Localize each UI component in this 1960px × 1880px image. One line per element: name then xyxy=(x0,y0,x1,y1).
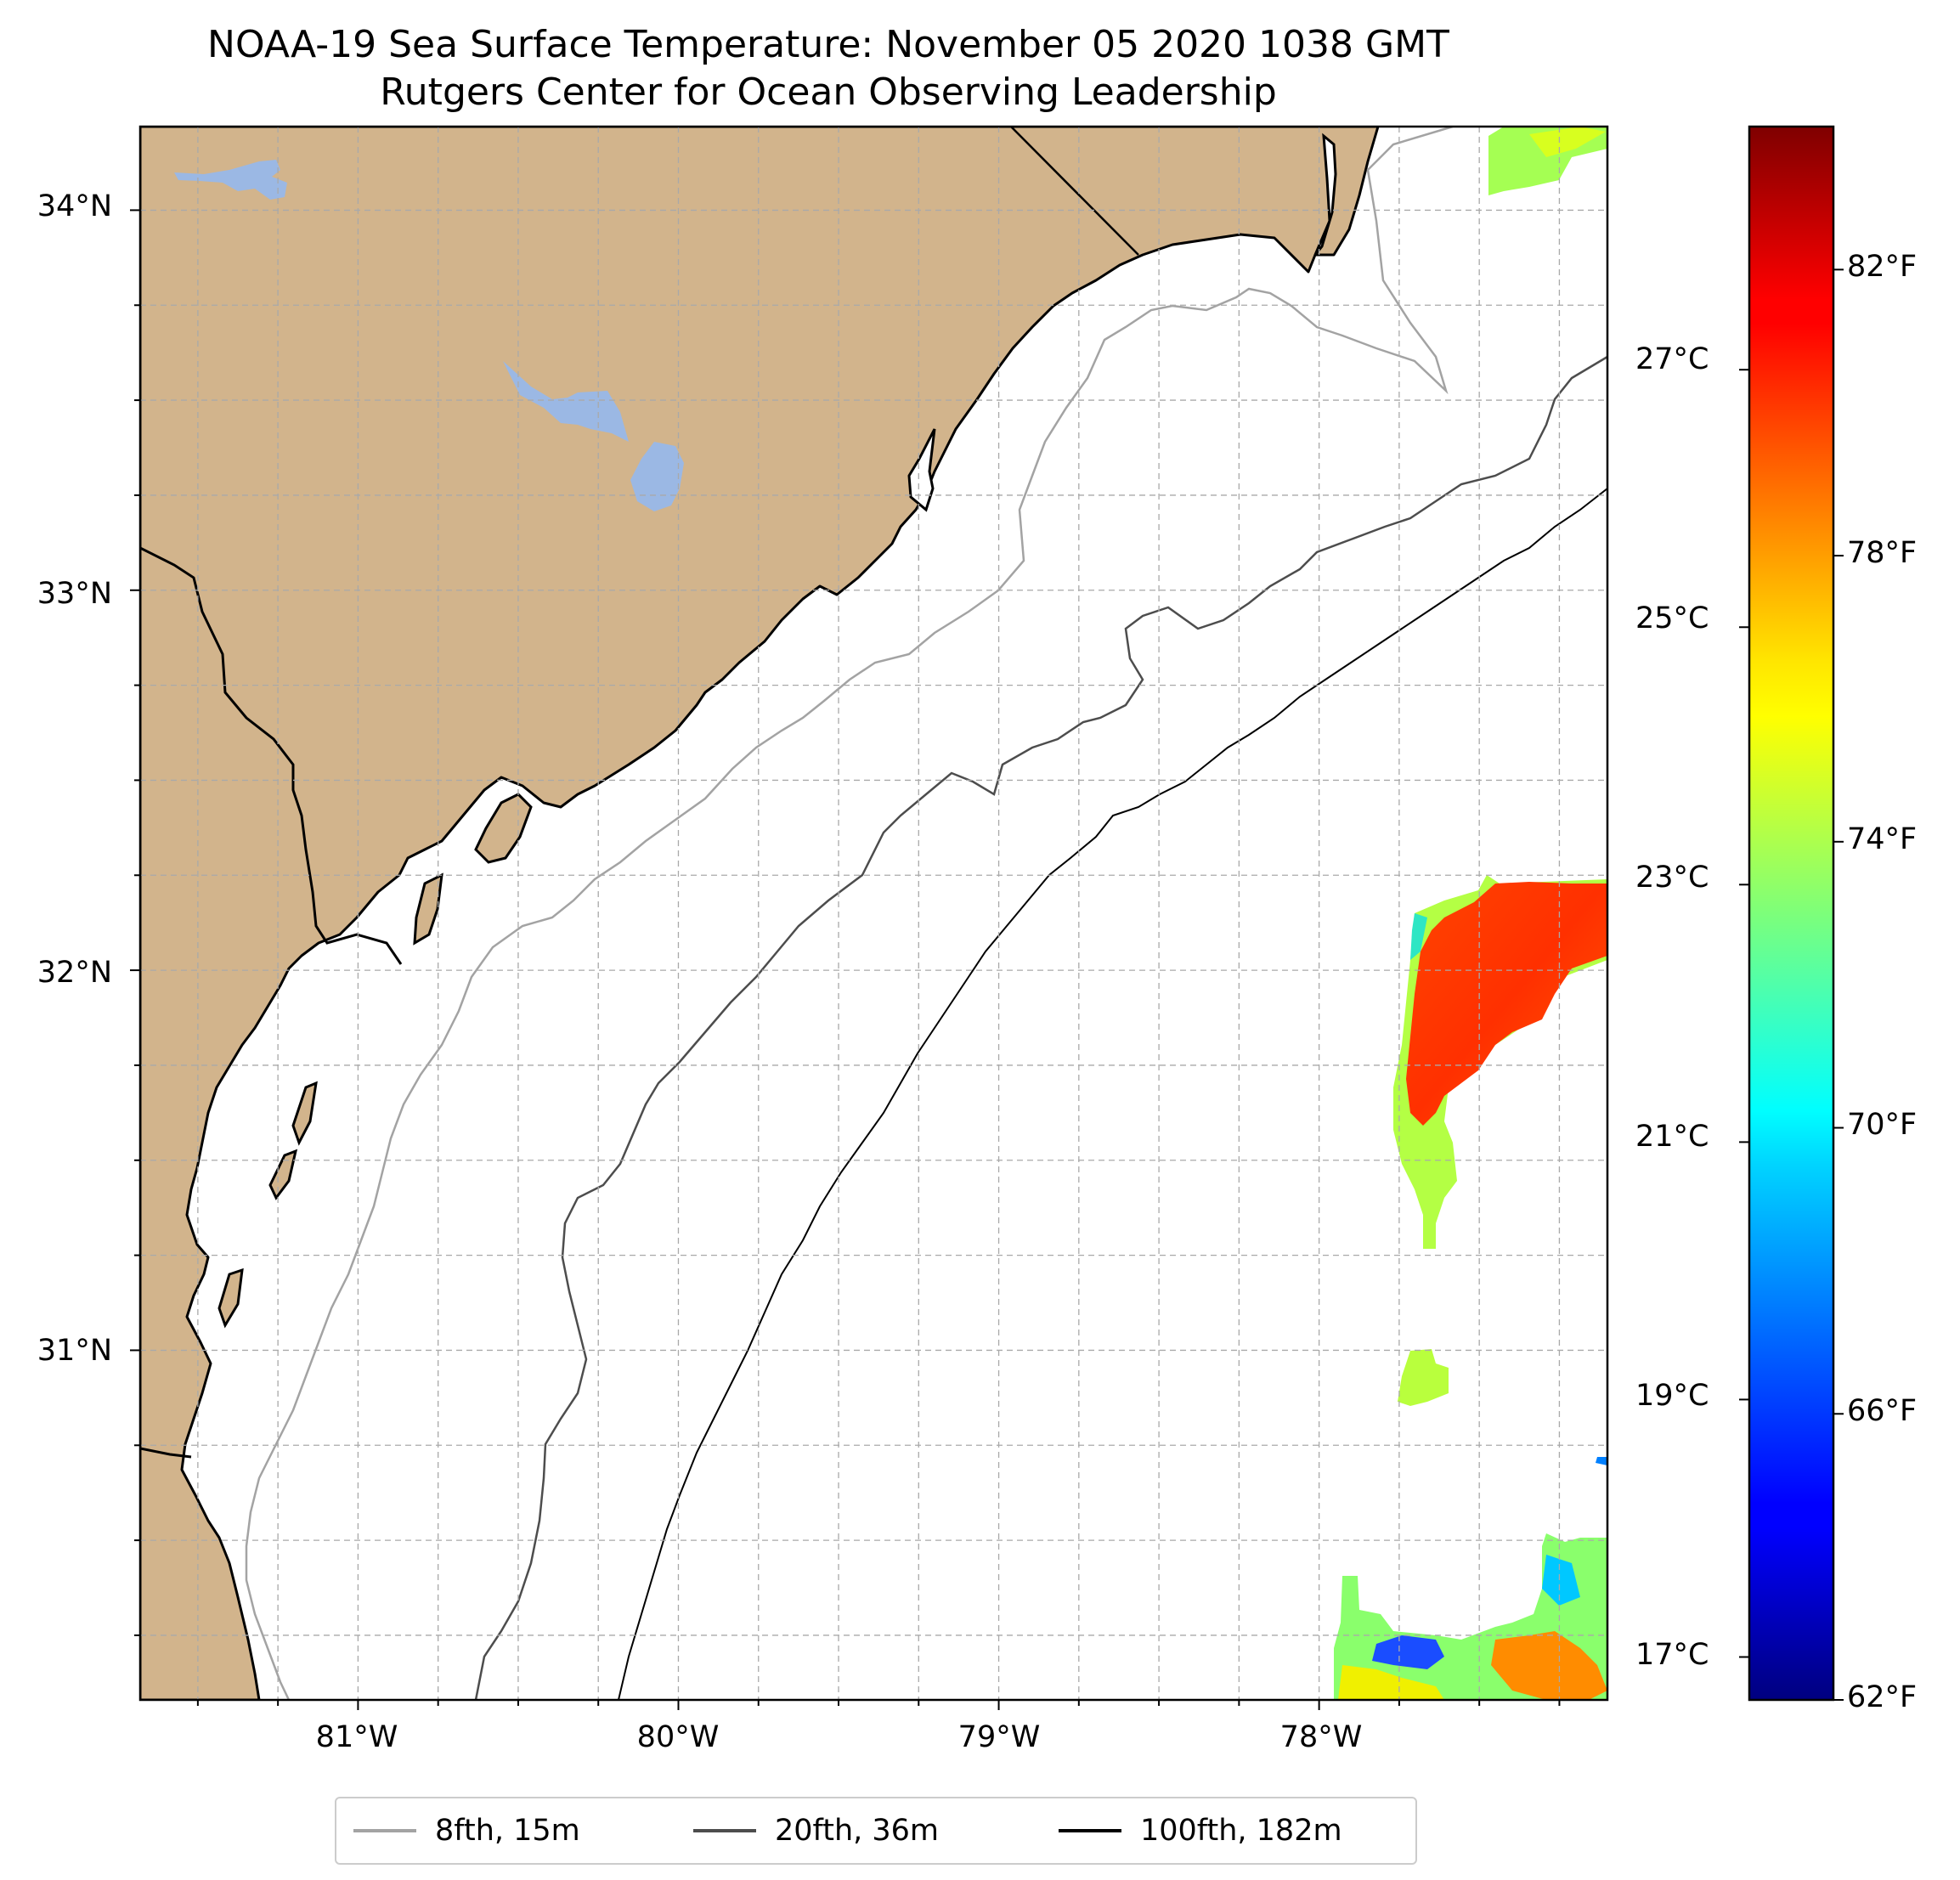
map-subtitle: Rutgers Center for Ocean Observing Leade… xyxy=(380,71,1277,114)
legend-label: 100fth, 182m xyxy=(1140,1814,1342,1848)
legend-swatch xyxy=(353,1829,416,1832)
isobath-legend: 8fth, 15m 20fth, 36m 100fth, 182m xyxy=(335,1797,1417,1865)
colorbar-fahrenheit-label: 66°F xyxy=(1847,1394,1918,1428)
legend-swatch xyxy=(1059,1829,1121,1832)
coastal-island xyxy=(268,1149,298,1200)
colorbar-fahrenheit-label: 74°F xyxy=(1847,822,1918,856)
legend-item-20fth: 20fth, 36m xyxy=(693,1798,939,1863)
sst-patch-bottom-cyan xyxy=(1542,1555,1580,1606)
map-title: NOAA-19 Sea Surface Temperature: Novembe… xyxy=(207,23,1449,66)
colorbar-celsius-label: 25°C xyxy=(1635,601,1709,635)
legend-item-8fth: 8fth, 15m xyxy=(353,1798,580,1863)
lon-label-81w: 81°W xyxy=(315,1720,398,1754)
river xyxy=(140,1447,192,1459)
legend-swatch xyxy=(693,1829,756,1832)
lake-moultrie xyxy=(630,442,684,511)
coastal-inlet xyxy=(907,428,936,512)
sst-speck xyxy=(1596,1457,1607,1465)
sst-patch-bottom-yellow xyxy=(1338,1665,1444,1700)
lat-label-33n: 33°N xyxy=(37,577,112,611)
colorbar-celsius-label: 17°C xyxy=(1635,1638,1709,1672)
colorbar-fahrenheit-label: 70°F xyxy=(1847,1108,1918,1142)
sst-patch-bottom-warm xyxy=(1491,1631,1607,1700)
land-mass xyxy=(140,127,1380,1700)
river xyxy=(140,546,403,965)
isobath-8fth xyxy=(245,127,1454,1700)
sst-patch-main-edge xyxy=(1410,913,1427,960)
legend-label: 8fth, 15m xyxy=(435,1814,580,1848)
coastal-island xyxy=(217,1267,244,1329)
gridlines xyxy=(140,127,1607,1700)
colorbar-celsius-label: 21°C xyxy=(1635,1120,1709,1154)
lon-label-79w: 79°W xyxy=(957,1720,1041,1754)
lon-label-78w: 78°W xyxy=(1279,1720,1363,1754)
coastal-island xyxy=(291,1081,318,1146)
legend-item-100fth: 100fth, 182m xyxy=(1059,1798,1342,1863)
lake-marion xyxy=(503,361,629,442)
axis-ticks xyxy=(130,209,1561,1710)
sst-patch-main-warm xyxy=(1406,882,1607,1126)
map-frame xyxy=(138,125,1609,1702)
isobath-20fth xyxy=(474,355,1607,1700)
sst-patch-mid xyxy=(1398,1349,1449,1406)
lon-label-80w: 80°W xyxy=(636,1720,720,1754)
lat-label-34n: 34°N xyxy=(37,189,112,223)
colorbar-fahrenheit-label: 62°F xyxy=(1847,1680,1918,1714)
lat-label-31n: 31°N xyxy=(37,1334,112,1368)
isobath-100fth xyxy=(618,488,1607,1700)
colorbar xyxy=(1748,125,1835,1702)
colorbar-fahrenheit-label: 82°F xyxy=(1847,250,1918,284)
lat-label-32n: 32°N xyxy=(37,956,112,990)
lake-waccamaw xyxy=(174,160,287,200)
legend-label: 20fth, 36m xyxy=(775,1814,940,1848)
colorbar-celsius-label: 19°C xyxy=(1635,1379,1709,1413)
colorbar-celsius-label: 27°C xyxy=(1635,342,1709,376)
sst-patch-top-warm xyxy=(1529,127,1606,157)
coastal-island xyxy=(474,793,533,864)
colorbar-celsius-label: 23°C xyxy=(1635,861,1709,895)
colorbar-ticks xyxy=(1739,268,1844,1701)
colorbar-fahrenheit-label: 78°F xyxy=(1847,536,1918,570)
state-border xyxy=(1010,127,1139,256)
sst-patch-bottom-blue xyxy=(1372,1635,1444,1669)
coastal-inlet xyxy=(1313,133,1337,256)
